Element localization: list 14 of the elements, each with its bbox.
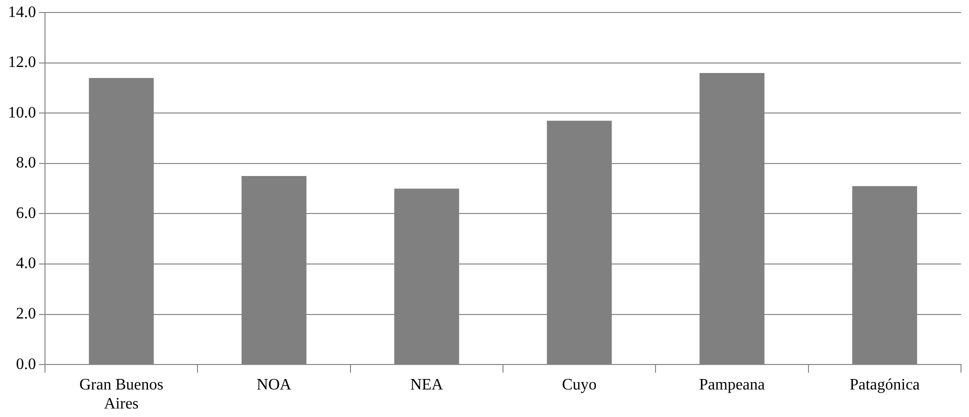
x-tick-label: Gran Buenos Aires [79, 376, 164, 413]
y-tick-label: 0.0 [16, 356, 36, 373]
y-tick-label: 10.0 [8, 104, 36, 122]
y-tick-label: 14.0 [8, 4, 36, 21]
x-tick-label: Cuyo [562, 376, 597, 394]
y-tick-label: 8.0 [16, 154, 36, 172]
x-tick-label: NOA [256, 376, 292, 394]
y-tick-label: 6.0 [16, 204, 36, 222]
x-tick-label: Patagónica [850, 376, 920, 394]
y-tick-label: 4.0 [16, 255, 36, 272]
x-tick-label: NEA [410, 376, 444, 394]
y-tick-label: 2.0 [16, 306, 36, 323]
x-tick-label: Pampeana [699, 376, 765, 394]
y-tick-label: 12.0 [8, 54, 36, 72]
